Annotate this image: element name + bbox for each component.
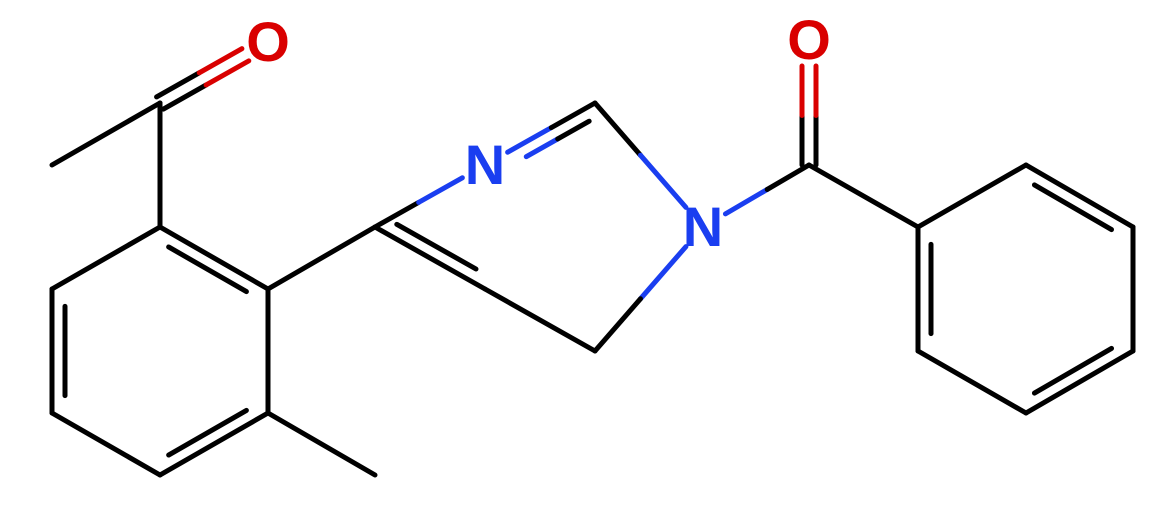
oxygen-atom-label: O bbox=[787, 8, 831, 71]
nitrogen-atom-label: N bbox=[683, 195, 723, 258]
oxygen-atom-label: O bbox=[246, 10, 290, 73]
molecule-diagram: O N N O bbox=[0, 0, 1174, 511]
nitrogen-atom-label: N bbox=[465, 133, 505, 196]
molecule-svg: O N N O bbox=[0, 0, 1174, 511]
